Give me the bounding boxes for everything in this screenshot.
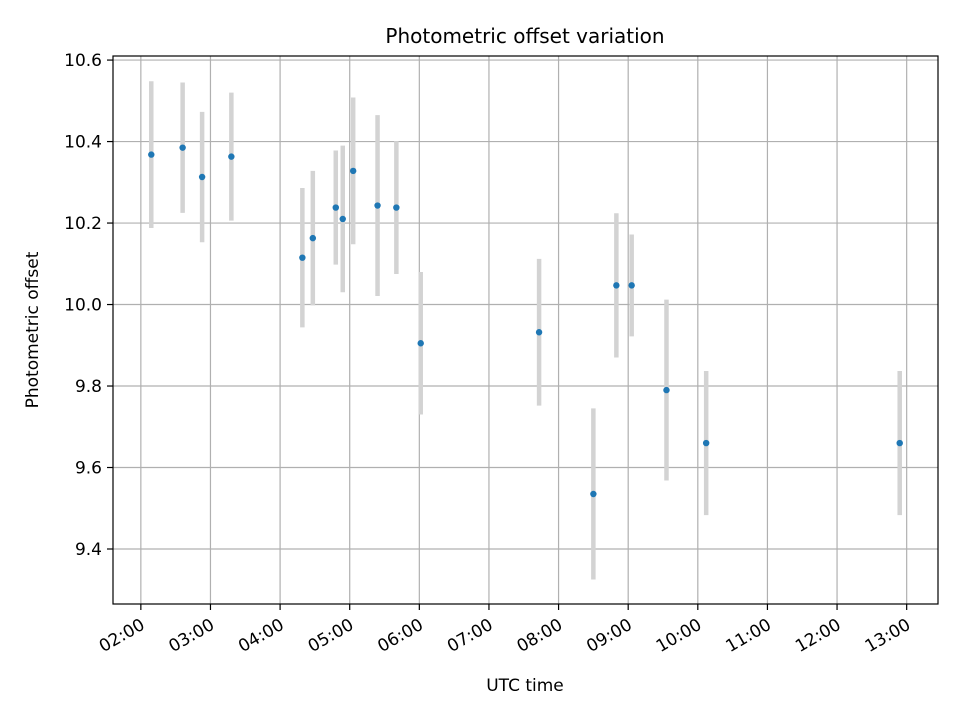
- data-point: [535, 329, 543, 336]
- y-tick-label: 9.6: [75, 459, 102, 479]
- y-tick-label: 9.8: [75, 377, 102, 397]
- data-point: [179, 144, 186, 151]
- data-point: [198, 173, 206, 181]
- data-point: [339, 215, 346, 223]
- x-axis-title: UTC time: [486, 676, 564, 696]
- y-tick-label: 10.4: [64, 133, 102, 153]
- y-tick-label: 9.4: [75, 540, 102, 560]
- y-tick-label: 10.0: [64, 296, 102, 316]
- y-tick-label: 10.2: [64, 214, 102, 234]
- data-points: [148, 144, 903, 498]
- data-point: [374, 202, 381, 209]
- data-point: [417, 340, 424, 347]
- data-point: [613, 282, 620, 289]
- data-point: [332, 204, 339, 211]
- data-point: [896, 439, 903, 447]
- data-point: [590, 490, 597, 498]
- plot-frame: [112, 55, 939, 605]
- data-point: [628, 282, 635, 289]
- data-point: [349, 167, 357, 175]
- y-axis-title: Photometric offset: [23, 251, 43, 408]
- data-point: [393, 204, 400, 211]
- data-point: [309, 234, 317, 242]
- y-tick-label: 10.6: [64, 51, 102, 71]
- y-axis: 9.4 9.6 9.8 10.0 10.2 10.4 10.6: [64, 51, 113, 560]
- data-point: [663, 386, 670, 394]
- grid: [113, 56, 938, 604]
- data-point: [228, 153, 235, 160]
- data-point: [148, 151, 155, 158]
- chart-title: Photometric offset variation: [385, 24, 664, 48]
- data-point: [702, 439, 710, 447]
- data-point: [299, 254, 306, 261]
